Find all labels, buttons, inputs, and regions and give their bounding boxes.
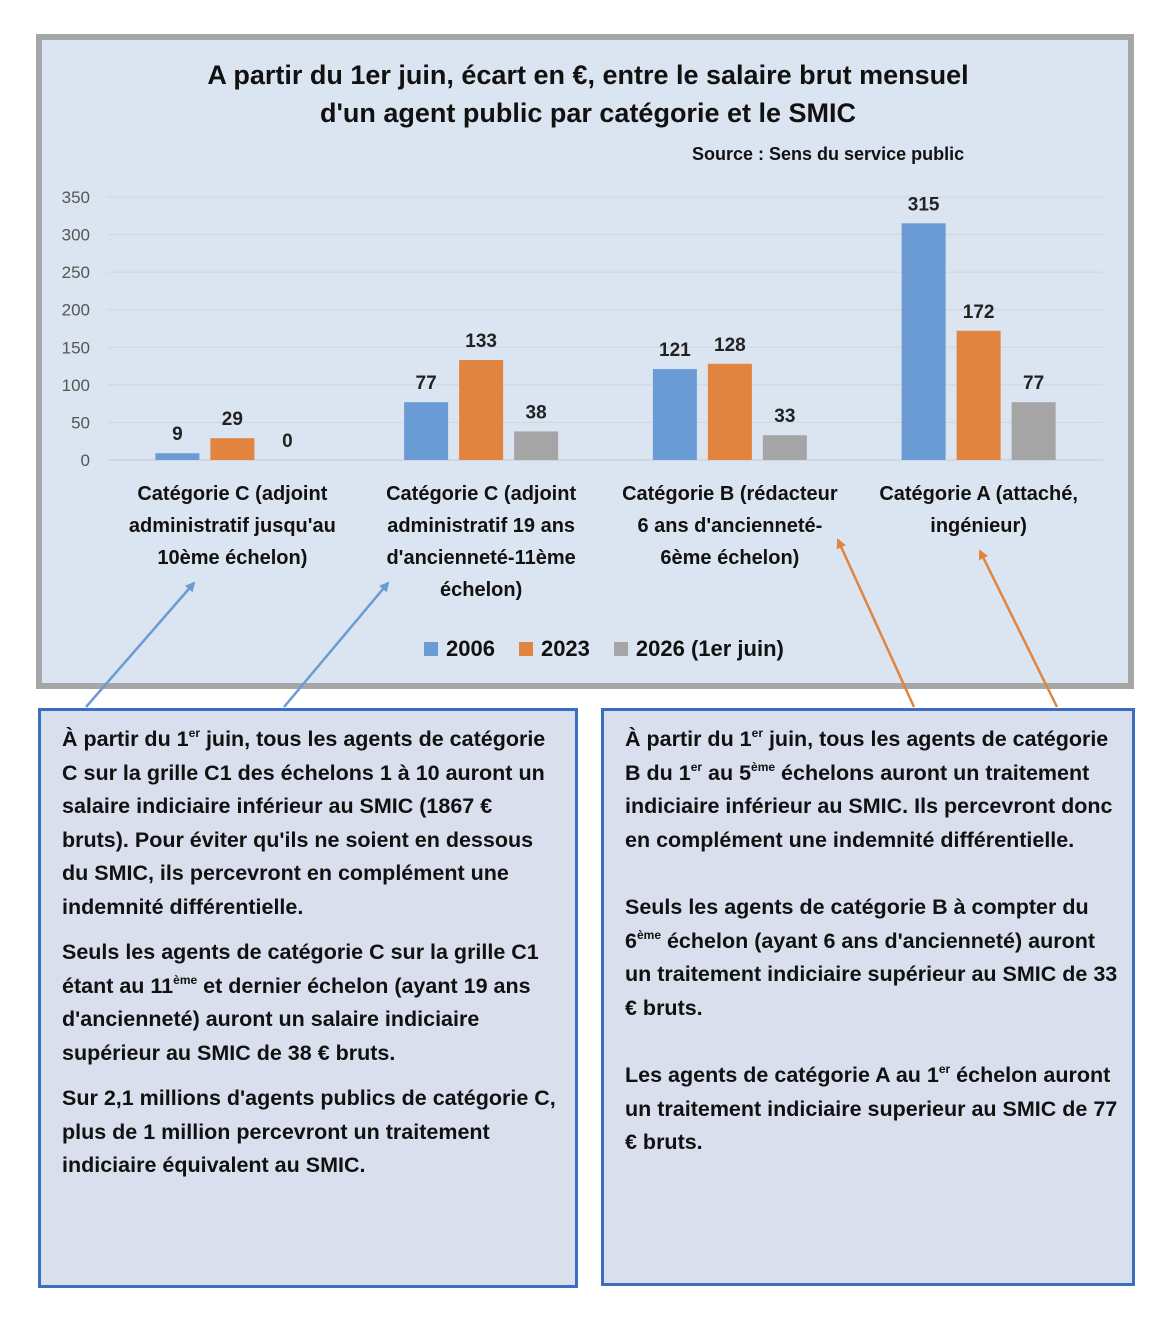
paragraph-text: Sur 2,1 millions d'agents publics de cat…: [62, 1086, 556, 1177]
x-category-label-line: administratif jusqu'au: [128, 515, 336, 537]
legend-swatch-2026: [613, 642, 628, 656]
data-label: 121: [659, 340, 691, 361]
legend-item-2006: 2006: [424, 636, 495, 662]
paragraph-text: échelon (ayant 6 ans d'ancienneté) auron…: [625, 928, 1118, 1020]
x-category-label-line: administratif 19 ans: [387, 515, 576, 537]
info-paragraph: Seuls les agents de catégorie B à compte…: [625, 891, 1120, 1025]
paragraph-text: À partir du 1: [62, 727, 189, 751]
paragraph-text: échelons auront un traitement indiciaire…: [625, 760, 1113, 852]
superscript-text: er: [751, 726, 763, 740]
paragraph-text: juin, tous les agents de catégorie B du …: [625, 727, 1109, 785]
paragraph-text: À partir du 1: [625, 727, 752, 751]
bar-2006-cat-1: [155, 453, 200, 460]
paragraph-text: au 5: [702, 760, 752, 785]
x-category-label-3: Catégorie B (rédacteur 6 ans d'ancienneté…: [605, 478, 855, 574]
y-tick-label: 300: [62, 226, 90, 245]
chart-title-line-1: A partir du 1er juin, écart en €, entre …: [207, 60, 969, 90]
y-tick-label: 250: [62, 263, 90, 282]
legend-swatch-2023: [518, 642, 533, 656]
legend-item-2026: 2026 (1er juin): [613, 636, 784, 662]
y-tick-label: 50: [71, 413, 90, 432]
legend-swatch-2006: [424, 642, 438, 656]
bar-2023-cat-3: [707, 363, 752, 460]
chart-legend: 2006 2023 2026 (1er juin): [424, 636, 808, 662]
legend-item-2023: 2023: [518, 636, 590, 662]
info-box-category-b-a: À partir du 1er juin, tous les agents de…: [601, 708, 1135, 1286]
bar-2006-cat-4: [901, 223, 946, 460]
superscript-text: er: [188, 726, 200, 740]
chart-frame: [36, 34, 1134, 689]
x-category-label-line: Catégorie C (adjoint: [137, 483, 328, 505]
legend-label-2023: 2023: [540, 636, 590, 661]
info-paragraph: Seuls les agents de catégorie C sur la g…: [62, 936, 561, 1070]
data-label: 133: [465, 331, 497, 352]
paragraph-text: échelon auront un traitement indiciaire …: [625, 1063, 1118, 1154]
y-tick-label: 100: [62, 376, 90, 395]
data-label: 77: [416, 373, 437, 394]
data-label: 77: [1023, 373, 1044, 394]
data-label: 315: [908, 194, 940, 215]
x-category-label-line: Catégorie C (adjoint: [386, 483, 577, 505]
bar-2023-cat-4: [956, 330, 1001, 460]
info-paragraph: À partir du 1er juin, tous les agents de…: [62, 723, 561, 924]
data-label: 0: [282, 431, 293, 452]
data-label: 172: [963, 302, 995, 323]
data-label: 33: [774, 406, 795, 427]
bar-2026-1er-juin--cat-2: [514, 431, 559, 460]
x-category-label-1: Catégorie C (adjoint administratif jusqu'…: [107, 478, 357, 574]
superscript-text: er: [690, 759, 703, 774]
superscript-text: er: [938, 1062, 951, 1076]
superscript-text: ème: [751, 759, 776, 774]
x-category-label-line: 10ème échelon): [157, 547, 308, 569]
paragraph-text: Seuls les agents de catégorie C sur la g…: [62, 940, 539, 998]
paragraph-text: Seuls les agents de catégorie B à compte…: [625, 895, 1089, 953]
bar-2023-cat-2: [459, 360, 504, 460]
y-tick-label: 150: [62, 338, 90, 357]
info-paragraph: Les agents de catégorie A au 1er échelon…: [625, 1059, 1120, 1160]
chart-title-line-2: d'un agent public par catégorie et le SM…: [319, 98, 856, 128]
info-paragraph: À partir du 1er juin, tous les agents de…: [625, 723, 1120, 857]
bar-2006-cat-3: [652, 369, 697, 460]
arrow-box-left-to-cat-2: [283, 581, 390, 708]
data-label: 9: [172, 424, 183, 445]
legend-label-2026: 2026 (1er juin): [635, 636, 784, 661]
bar-2006-cat-2: [404, 402, 449, 460]
data-label: 38: [526, 402, 547, 423]
x-category-label-line: 6ème échelon): [660, 547, 800, 569]
bar-2026-1er-juin--cat-3: [762, 435, 807, 460]
y-tick-label: 350: [62, 188, 90, 207]
legend-label-2006: 2006: [446, 636, 495, 661]
paragraph-text: Les agents de catégorie A au 1: [625, 1063, 939, 1087]
info-paragraph: Sur 2,1 millions d'agents publics de cat…: [62, 1082, 561, 1183]
paragraph-text: juin, tous les agents de catégorie C sur…: [62, 727, 546, 919]
data-label: 128: [714, 335, 746, 356]
x-category-label-line: échelon): [440, 579, 523, 601]
x-category-label-line: 6 ans d'ancienneté-: [637, 515, 823, 537]
x-category-label-2: Catégorie C (adjoint administratif 19 ans…: [356, 478, 606, 606]
info-box-category-c: À partir du 1er juin, tous les agents de…: [38, 708, 578, 1288]
y-tick-label: 200: [62, 301, 90, 320]
bar-2026-1er-juin--cat-4: [1011, 402, 1056, 460]
y-tick-label: 0: [81, 451, 90, 470]
bar-2023-cat-1: [210, 438, 255, 460]
arrow-box-right-to-cat-4: [978, 549, 1059, 708]
arrow-box-right-to-cat-3: [836, 538, 916, 708]
x-category-label-line: Catégorie A (attaché,: [879, 483, 1078, 505]
paragraph-text: et dernier échelon (ayant 19 ans d'ancie…: [62, 973, 531, 1065]
arrow-box-left-to-cat-1: [85, 581, 196, 708]
x-category-label-line: ingénieur): [930, 515, 1027, 537]
x-category-label-line: Catégorie B (rédacteur: [622, 483, 838, 505]
superscript-text: ème: [636, 927, 661, 942]
data-label: 29: [222, 409, 243, 430]
chart-source: Source : Sens du service public: [692, 144, 965, 164]
x-category-label-line: d'ancienneté-11ème: [386, 547, 576, 569]
superscript-text: ème: [173, 972, 198, 987]
x-category-label-4: Catégorie A (attaché, ingénieur): [854, 478, 1104, 542]
